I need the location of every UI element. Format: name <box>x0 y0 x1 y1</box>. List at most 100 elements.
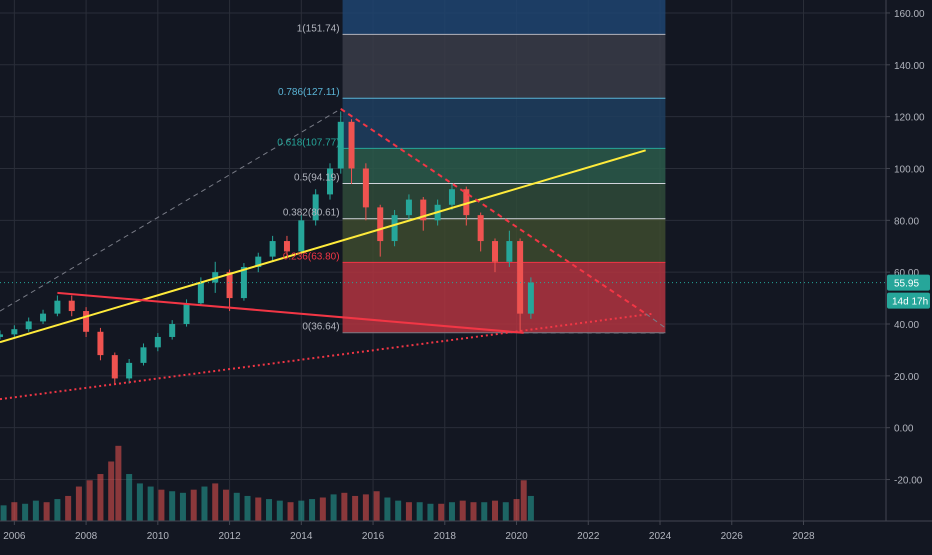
fib-label-0.618: 0.618(107.77) <box>277 137 339 148</box>
fib-band-0.786 <box>343 34 666 98</box>
volume-bar <box>54 499 60 521</box>
current-price-label: 55.95 <box>894 279 919 290</box>
volume-bar <box>331 494 337 521</box>
volume-bar <box>309 499 315 521</box>
fib-label-0.236: 0.236(63.80) <box>283 251 340 262</box>
candle-body <box>126 363 132 379</box>
fib-label-0: 0(36.64) <box>302 322 339 333</box>
time-tick-label: 2010 <box>147 531 170 542</box>
volume-bar <box>384 498 390 521</box>
time-tick-label: 2018 <box>434 531 457 542</box>
price-tick-label: 160.00 <box>894 9 925 20</box>
time-tick-label: 2028 <box>792 531 815 542</box>
volume-bar <box>245 496 251 521</box>
fib-label-0.382: 0.382(80.61) <box>283 208 340 219</box>
candle-body <box>406 200 412 216</box>
volume-bar <box>406 502 412 521</box>
price-tick-label: -20.00 <box>894 476 923 487</box>
fib-label-0.786: 0.786(127.11) <box>278 87 340 98</box>
time-tick-label: 2024 <box>649 531 672 542</box>
candle-body <box>492 241 498 262</box>
candle-body <box>169 324 175 337</box>
candle-body <box>184 303 190 324</box>
candle-body <box>298 220 304 251</box>
price-tick-label: 0.00 <box>894 424 914 435</box>
fib-band-0.382 <box>343 184 666 219</box>
time-tick-label: 2012 <box>218 531 241 542</box>
volume-bar <box>87 480 93 521</box>
volume-bar <box>514 499 520 521</box>
volume-bar <box>363 494 369 521</box>
volume-bar <box>528 496 534 521</box>
volume-bar <box>503 502 509 521</box>
volume-bar <box>201 487 207 521</box>
volume-bar <box>298 501 304 521</box>
price-tick-label: 140.00 <box>894 61 925 72</box>
price-tick-label: 80.00 <box>894 216 919 227</box>
candle-body <box>227 272 233 298</box>
volume-bar <box>44 502 50 521</box>
fib-band-0.618 <box>343 98 666 148</box>
time-tick-label: 2016 <box>362 531 385 542</box>
time-tick-label: 2026 <box>721 531 744 542</box>
price-tick-label: 20.00 <box>894 372 919 383</box>
volume-bar <box>417 502 423 521</box>
volume-bar <box>158 490 164 521</box>
candle-body <box>0 334 3 337</box>
time-tick-label: 2022 <box>577 531 600 542</box>
candle-body <box>198 283 204 304</box>
volume-bar <box>460 501 466 521</box>
candle-body <box>54 301 60 314</box>
volume-bar <box>148 487 154 521</box>
candle-body <box>83 311 89 332</box>
volume-bar <box>481 502 487 521</box>
volume-bar <box>126 474 132 521</box>
volume-bar <box>341 493 347 521</box>
volume-bar <box>169 491 175 521</box>
time-tick-label: 2008 <box>75 531 98 542</box>
volume-bar <box>395 501 401 521</box>
candle-body <box>349 122 355 169</box>
candle-body <box>140 347 146 363</box>
candle-body <box>270 241 276 257</box>
candle-body <box>241 267 247 298</box>
volume-bar <box>212 483 218 521</box>
candle-body <box>377 207 383 241</box>
fib-band-top <box>343 0 666 34</box>
volume-bar <box>234 493 240 521</box>
volume-bar <box>470 502 476 521</box>
candle-body <box>517 241 523 314</box>
volume-bar <box>33 501 39 521</box>
volume-bar <box>137 483 143 521</box>
volume-bar <box>352 496 358 521</box>
candle-body <box>11 329 17 334</box>
fib-label-1: 1(151.74) <box>297 23 340 34</box>
volume-bar <box>223 490 229 521</box>
volume-bar <box>97 474 103 521</box>
candle-body <box>97 332 103 355</box>
volume-bar <box>374 491 380 521</box>
candle-body <box>284 241 290 251</box>
candle-body <box>40 314 46 322</box>
volume-bar <box>492 501 498 521</box>
volume-bar <box>76 487 82 521</box>
fib-band-0.5 <box>343 148 666 183</box>
candle-body <box>69 301 75 311</box>
candle-body <box>506 241 512 262</box>
candle-body <box>155 337 161 347</box>
volume-bar <box>108 461 114 521</box>
time-tick-label: 2014 <box>290 531 313 542</box>
volume-bar <box>22 504 28 521</box>
volume-bar <box>277 501 283 521</box>
candle-body <box>112 355 118 378</box>
volume-bar <box>521 480 527 521</box>
volume-bar <box>320 498 326 521</box>
volume-bar <box>438 504 444 521</box>
price-tick-label: 100.00 <box>894 164 925 175</box>
candle-body <box>478 215 484 241</box>
candle-body <box>363 168 369 207</box>
volume-bar <box>427 504 433 521</box>
time-tick-label: 2006 <box>3 531 26 542</box>
